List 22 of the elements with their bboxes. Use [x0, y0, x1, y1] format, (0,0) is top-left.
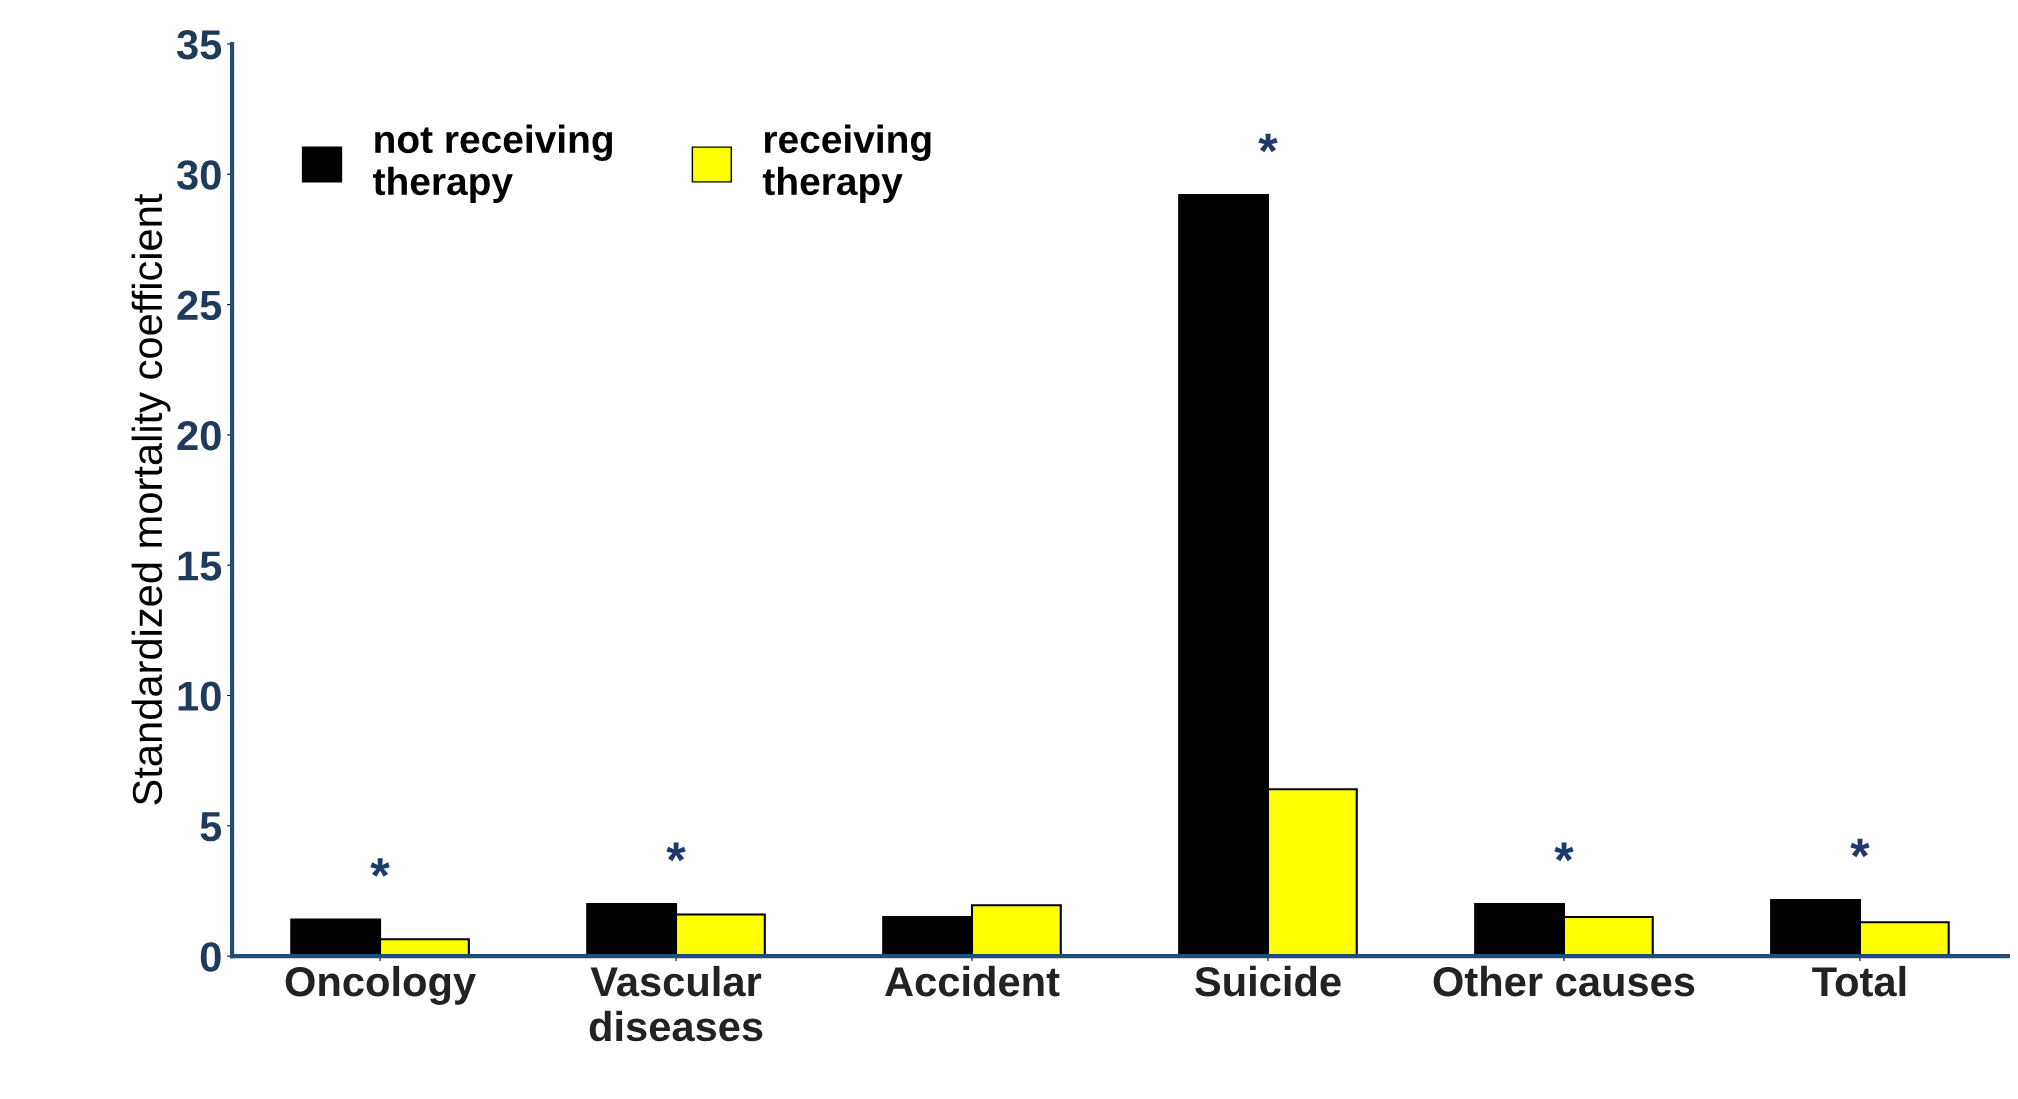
x-tick-label: Vascular diseases [589, 965, 763, 1042]
annotation: * [666, 842, 686, 862]
y-axis-title: Standardized mortality coefficient [131, 193, 171, 805]
y-tick-label: 15 [178, 551, 222, 581]
y-tick-label: 5 [200, 812, 222, 842]
annotation: * [1554, 842, 1574, 862]
x-tick-label: Other causes [1433, 965, 1695, 997]
x-tick-label: Total [1812, 965, 1906, 997]
y-tick-label: 0 [200, 942, 221, 972]
annotation: * [1258, 133, 1278, 153]
y-tick-label: 30 [176, 160, 221, 190]
x-tick-label: Suicide [1195, 965, 1341, 997]
y-tick-label: 20 [177, 420, 221, 451]
x-tick-label: Accident [885, 965, 1060, 997]
y-tick-label: 25 [177, 290, 222, 321]
legend-label: receiving therapy [762, 124, 931, 203]
y-tick-label: 35 [176, 29, 222, 60]
annotation: * [370, 858, 390, 877]
annotation: * [1850, 838, 1870, 858]
x-tick-label: Oncology [285, 965, 476, 1005]
y-tick-label: 10 [178, 681, 221, 712]
legend-label: not receiving therapy [373, 124, 613, 203]
